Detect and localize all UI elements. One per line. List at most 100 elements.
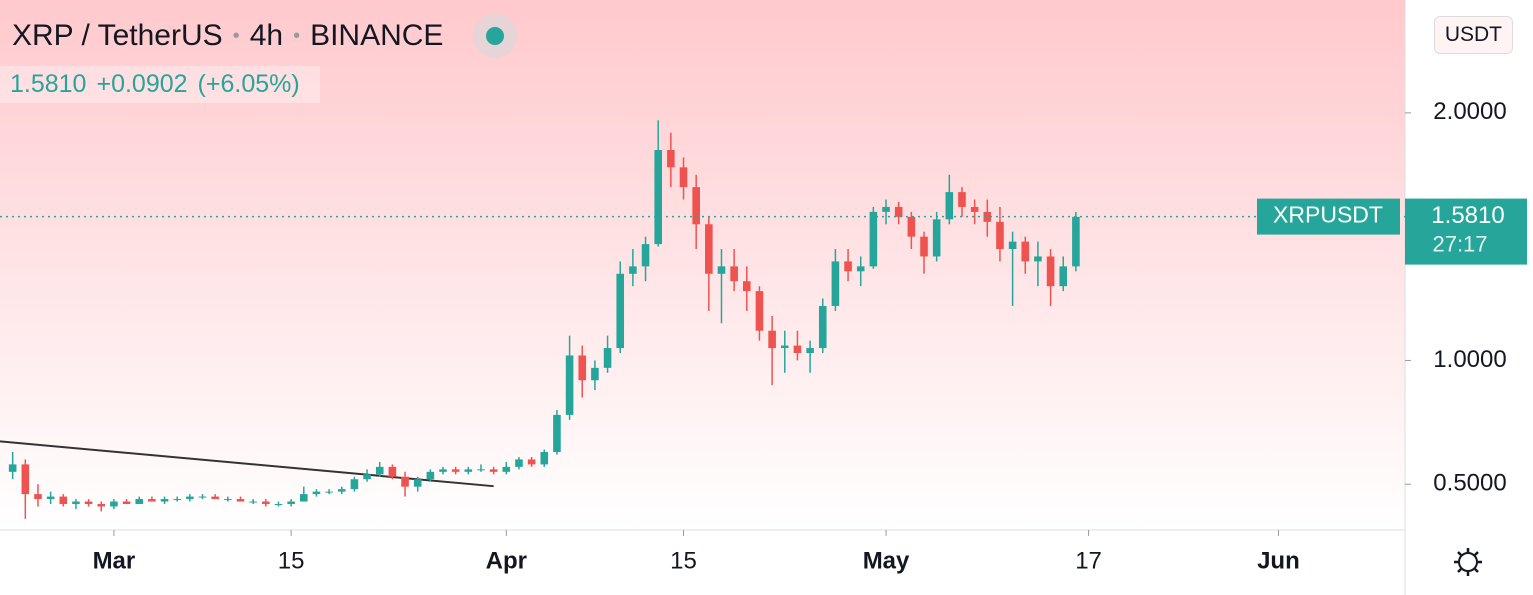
candle-body — [375, 466, 384, 475]
interval[interactable]: 4h — [249, 19, 284, 52]
candle-body — [84, 501, 93, 505]
candle-body — [565, 355, 574, 415]
candle-body — [540, 452, 549, 465]
time-axis-panel — [0, 530, 1405, 595]
candle-body — [780, 345, 789, 349]
exchange: BINANCE — [310, 19, 444, 52]
price-change: +0.0902 — [96, 70, 188, 98]
x-tick-label: 15 — [670, 547, 697, 574]
x-tick-label: Apr — [486, 547, 527, 574]
candle-body — [641, 244, 650, 267]
candle-body — [667, 150, 675, 168]
candle-body — [818, 305, 827, 349]
x-tick-label: 17 — [1075, 547, 1102, 574]
candle-body — [287, 501, 295, 505]
candle-body — [996, 221, 1004, 250]
price-change-percent: (+6.05%) — [197, 70, 300, 98]
candle-body — [654, 150, 662, 245]
candle-body — [439, 469, 447, 472]
candle-body — [616, 273, 625, 349]
candle-body — [224, 499, 232, 501]
settings-icon[interactable] — [1454, 548, 1482, 576]
candle-body — [603, 348, 612, 368]
market-status[interactable] — [473, 14, 518, 58]
candle-body — [1059, 266, 1068, 287]
candle-body — [869, 211, 878, 267]
candle-body — [160, 499, 169, 502]
separator: • — [293, 24, 301, 47]
candle-body — [262, 501, 270, 505]
countdown: 27:17 — [1432, 231, 1487, 256]
candle-body — [388, 466, 397, 477]
price-axis-panel — [1405, 0, 1533, 595]
last-price-label: 1.5810 — [1431, 202, 1504, 229]
candle-body — [502, 466, 511, 472]
y-tick-label: 1.0000 — [1433, 346, 1506, 373]
x-tick-label: May — [863, 547, 910, 574]
y-tick-label: 0.5000 — [1433, 470, 1506, 497]
candle-body — [578, 355, 587, 381]
candle-body — [1008, 241, 1017, 250]
candle-body — [679, 167, 688, 188]
candle-body — [743, 281, 751, 292]
candle-body — [527, 459, 536, 465]
candle-body — [363, 474, 371, 480]
candle-body — [983, 211, 992, 222]
candle-body — [274, 504, 283, 506]
candle-body — [1034, 256, 1042, 262]
candle-body — [768, 330, 776, 349]
candle-body — [1046, 256, 1055, 287]
candle-body — [515, 459, 523, 467]
candle-body — [135, 499, 144, 505]
currency-button[interactable]: USDT — [1433, 16, 1513, 54]
header: XRP / TetherUS • 4h • BINANCE — [0, 0, 529, 58]
x-tick-label: Jun — [1257, 547, 1300, 574]
candle-body — [312, 491, 321, 495]
candle-body — [1072, 216, 1080, 267]
candle-body — [236, 499, 245, 502]
candle-body — [46, 496, 55, 500]
symbol-title: XRP / TetherUS — [12, 19, 223, 52]
candle-body — [806, 348, 814, 354]
candle-body — [249, 501, 257, 503]
candle-body — [692, 187, 700, 225]
last-price: 1.5810 — [10, 70, 87, 98]
x-tick-label: Mar — [93, 547, 136, 574]
candle-body — [856, 266, 865, 272]
candle-body — [451, 469, 460, 472]
symbol-label-bg — [1257, 198, 1400, 235]
candle-body — [413, 479, 422, 487]
candle-body — [299, 494, 308, 502]
candle-body — [882, 206, 890, 212]
candle-body — [211, 496, 219, 500]
symbol-label: XRPUSDT — [1273, 202, 1383, 228]
candle-body — [730, 266, 738, 282]
candle-body — [932, 219, 941, 257]
candle-body — [591, 367, 599, 381]
candle-body — [894, 206, 903, 217]
candle-body — [337, 489, 346, 492]
candle-body — [793, 345, 802, 354]
candle-body — [958, 192, 966, 207]
candle-body — [122, 501, 131, 505]
candle-body — [59, 496, 68, 505]
separator: • — [232, 24, 240, 47]
candle-body — [831, 261, 840, 306]
candle-body — [186, 496, 194, 500]
x-tick-label: 15 — [278, 547, 305, 574]
candle-body — [325, 491, 333, 493]
candle-body — [1021, 241, 1030, 262]
candle-body — [844, 261, 852, 272]
candle-body — [21, 464, 30, 495]
price-summary: 1.5810 +0.0902 (+6.05%) — [0, 66, 320, 103]
candle-body — [477, 469, 485, 471]
candle-body — [907, 216, 916, 237]
candle-body — [464, 469, 473, 472]
candle-body — [97, 504, 106, 507]
candle-body — [489, 469, 498, 472]
candle-body — [8, 464, 17, 472]
candle-body — [705, 224, 713, 274]
candle-body — [755, 291, 764, 331]
